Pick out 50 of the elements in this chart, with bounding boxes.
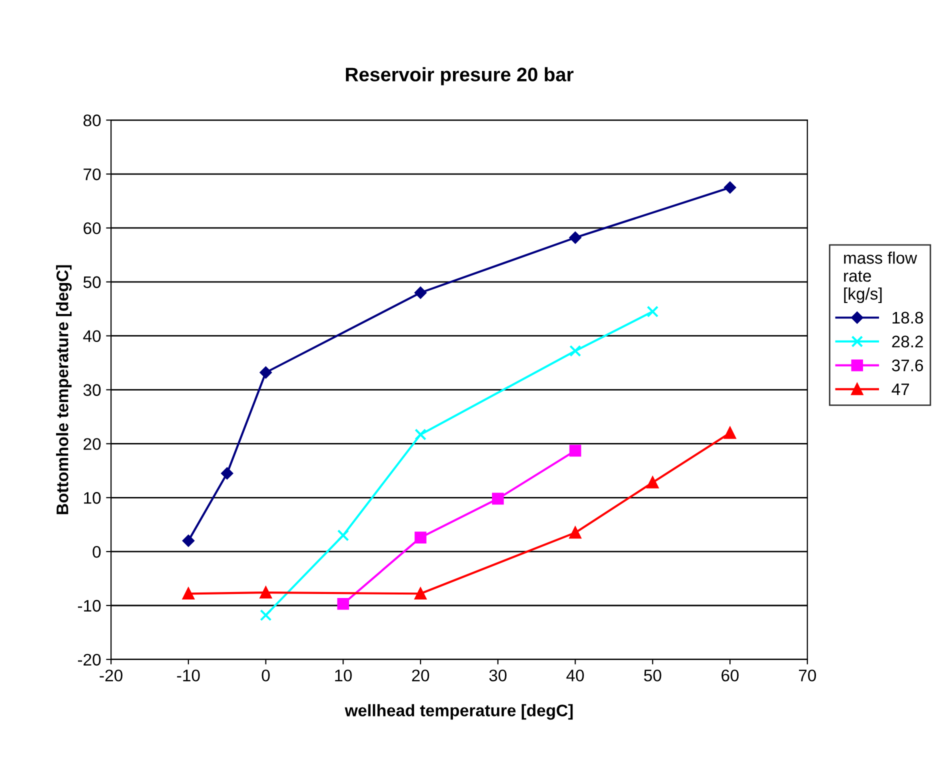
x-tick-label: 50 [644,670,662,682]
x-tick-label: -10 [177,670,200,682]
x-tick-label: 40 [566,670,584,682]
y-tick-label: 40 [83,330,101,342]
x-tick-label: 20 [412,670,430,682]
y-tick-label: 60 [84,222,101,234]
point [414,428,426,440]
x-tick-label: 30 [489,670,507,682]
point [724,182,736,194]
point [182,534,194,547]
point [414,286,426,299]
point [337,598,350,610]
point [569,526,582,539]
x-tick-label: 70 [798,670,816,682]
y-tick-label: 30 [83,384,101,396]
point [260,586,272,598]
point [724,427,736,439]
x-tick-label: 60 [722,670,739,682]
y-tick-label: 70 [84,168,101,180]
point [492,492,504,505]
point [414,588,426,600]
point [260,609,272,622]
y-tick-label: -10 [78,600,101,612]
legend-label: 47 [892,384,910,396]
y-tick-label: -20 [78,654,101,666]
point [646,476,659,488]
point [221,467,234,480]
point [569,345,582,357]
x-axis-title: wellhead temperature [degC] [344,704,573,720]
x-tick-label: 0 [262,670,270,682]
point [569,444,582,457]
point [260,366,272,378]
point [337,529,350,542]
point [569,232,582,244]
legend-title: mass flow rate [kg/s] [844,252,918,304]
point [646,306,659,318]
y-tick-label: 0 [92,546,101,558]
y-axis-title: Bottomhole temperature [degC] [56,265,72,514]
y-tick-label: 50 [83,276,101,288]
point [182,588,194,600]
chart-title: Reservoir presure 20 bar [346,67,574,86]
y-tick-label: 10 [84,492,101,504]
x-tick-label: -20 [100,670,122,682]
point [414,532,426,544]
x-tick-label: 10 [335,670,352,682]
legend-label: 28.2 [892,336,923,348]
y-tick-label: 80 [84,114,101,126]
legend-label: 37.6 [892,360,924,372]
y-tick-label: 20 [84,438,101,450]
legend-label: 18.8 [892,312,924,324]
